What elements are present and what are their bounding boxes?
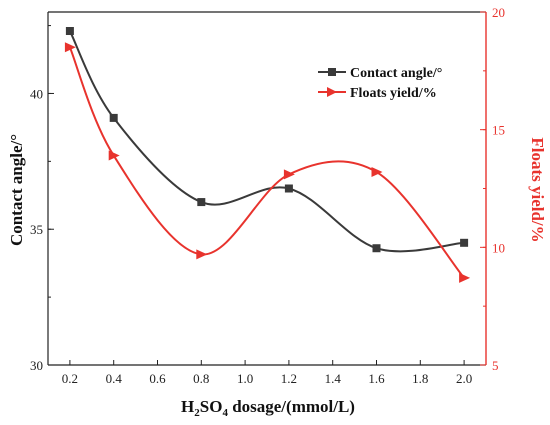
tick-labels: 0.2 0.4 0.6 0.8 1.0 1.2 1.4 1.6 1.8 2.0 30 35 40 5 10 1… — [30, 5, 505, 386]
x-tick-label: 0.2 — [62, 371, 78, 386]
y-axis-right-label: Floats yield/% — [528, 137, 547, 242]
data-point-square — [460, 238, 469, 247]
x-tick-label: 0.8 — [193, 371, 209, 386]
x-tick-label: 1.8 — [412, 371, 428, 386]
data-point-square — [372, 244, 381, 253]
series-line-0 — [69, 30, 465, 253]
legend-label-contact-angle: Contact angle/° — [350, 66, 442, 81]
legend-item-contact-angle: Contact angle/° — [318, 66, 442, 81]
y-right-tick-label: 15 — [492, 123, 505, 138]
data-point-triangle — [371, 167, 383, 178]
data-point-square — [109, 113, 118, 122]
y-left-tick-label: 30 — [30, 358, 43, 373]
data-point-triangle — [196, 249, 208, 260]
y-right-tick-label: 10 — [492, 240, 505, 255]
data-point-square — [284, 184, 293, 193]
series-line-1 — [68, 46, 465, 279]
y-right-tick-label: 20 — [492, 5, 505, 20]
data-point-triangle — [283, 169, 295, 180]
series-markers — [64, 27, 471, 283]
data-point-triangle — [64, 42, 76, 53]
x-tick-label: 1.6 — [368, 371, 385, 386]
y-left-tick-label: 40 — [30, 86, 43, 101]
data-point-square — [65, 27, 74, 36]
data-point-triangle — [108, 150, 120, 161]
x-tick-label: 1.2 — [281, 371, 297, 386]
x-tick-label: 1.4 — [325, 371, 342, 386]
data-point-square — [197, 198, 206, 207]
legend-item-floats-yield: Floats yield/% — [318, 86, 437, 101]
axes — [47, 11, 487, 366]
y-left-tick-label: 35 — [30, 222, 43, 237]
x-tick-label: 1.0 — [237, 371, 253, 386]
legend: Contact angle/° Floats yield/% — [318, 66, 442, 101]
legend-label-floats-yield: Floats yield/% — [350, 86, 437, 101]
x-axis-label: H2SO4 dosage/(mmol/L) — [181, 397, 355, 419]
x-tick-label: 2.0 — [456, 371, 472, 386]
x-tick-label: 0.6 — [149, 371, 166, 386]
x-tick-label: 0.4 — [106, 371, 123, 386]
y-axis-left-label: Contact angle/° — [7, 134, 26, 246]
y-right-tick-label: 5 — [492, 358, 499, 373]
data-point-triangle — [459, 272, 471, 283]
